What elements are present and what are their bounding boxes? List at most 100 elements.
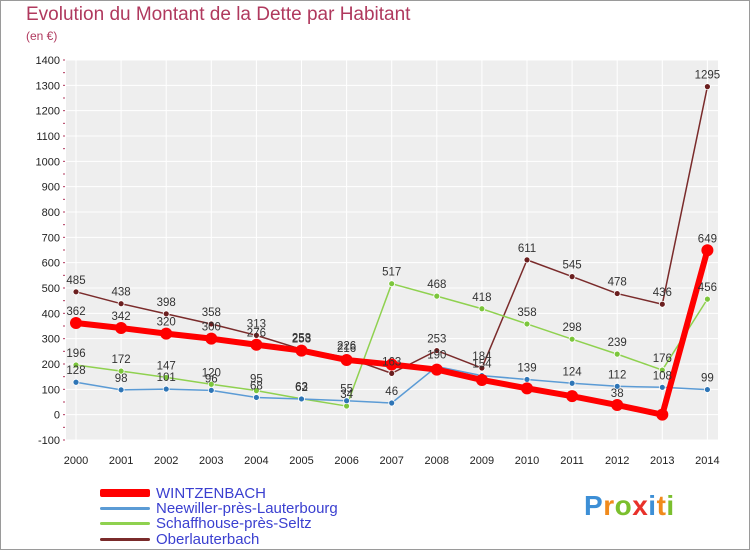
data-label: 112 (608, 369, 626, 381)
series-point-1 (613, 382, 621, 390)
series-point-3 (252, 331, 260, 339)
legend-swatch-schaffhouse (100, 521, 150, 525)
logo-letter: r (603, 490, 615, 521)
legend-item-oberlauterbach: Oberlauterbach (100, 531, 259, 548)
data-label: 362 (66, 306, 85, 318)
data-label: 34 (340, 389, 353, 401)
y-tick-label: 100 (42, 384, 60, 396)
data-label: 468 (427, 279, 446, 291)
series-point-2 (613, 350, 621, 358)
series-point-2 (478, 305, 486, 313)
y-tick-label: 1000 (36, 156, 60, 168)
data-label: 226 (337, 340, 356, 352)
x-tick-label: 2009 (470, 455, 494, 467)
x-tick-label: 2006 (334, 455, 358, 467)
data-label: 63 (295, 382, 308, 394)
data-label: 320 (157, 317, 176, 329)
series-point-3 (613, 290, 621, 297)
data-label: 398 (157, 297, 176, 309)
series-point-2 (704, 295, 711, 303)
data-label: 96 (205, 373, 218, 385)
data-label: 68 (250, 380, 263, 392)
series-point-1 (207, 386, 215, 394)
data-label: 313 (247, 318, 266, 330)
series-point-1 (298, 395, 305, 403)
x-tick-label: 2003 (199, 455, 223, 467)
y-tick-label: 1400 (36, 55, 60, 67)
series-point-2 (117, 367, 125, 375)
data-label: 190 (427, 350, 446, 362)
y-tick-label: 200 (42, 359, 60, 371)
data-label: 239 (608, 337, 627, 349)
y-tick-label: 500 (42, 283, 60, 295)
data-label: 216 (337, 343, 356, 355)
data-label: 101 (157, 372, 176, 384)
data-label: 46 (385, 386, 398, 398)
series-point-3 (433, 347, 441, 354)
data-label: 253 (427, 334, 446, 346)
x-tick-label: 2013 (650, 455, 674, 467)
series-point-1 (523, 376, 531, 383)
x-tick-label: 2014 (695, 455, 719, 467)
y-tick-label: 1100 (36, 131, 60, 143)
data-label: 147 (157, 360, 176, 372)
series-point-0 (295, 344, 308, 357)
series-point-0 (250, 338, 263, 351)
series-point-3 (162, 310, 170, 318)
data-label: 196 (66, 348, 85, 360)
series-point-0 (70, 316, 82, 329)
series-point-0 (656, 408, 669, 421)
legend-label-schaffhouse: Schaffhouse-près-Seltz (156, 514, 312, 532)
data-label: 485 (66, 275, 85, 287)
data-label: 55 (340, 384, 353, 396)
series-point-0 (430, 363, 443, 376)
data-label: 139 (517, 362, 536, 374)
data-label: 358 (517, 307, 536, 319)
x-tick-label: 2012 (605, 455, 629, 467)
series-point-2 (433, 292, 441, 300)
legend-item-neewiller: Neewiller-près-Lauterbourg (100, 500, 338, 517)
series-point-2 (523, 320, 531, 328)
x-tick-label: 2002 (154, 455, 178, 467)
series-point-3 (117, 300, 125, 308)
data-label: 253 (292, 334, 311, 346)
y-tick-label: 1200 (36, 106, 60, 118)
data-label: 154 (472, 359, 492, 371)
y-tick-label: 300 (42, 334, 60, 346)
y-tick-label: -100 (38, 435, 60, 447)
logo-letter: o (614, 490, 633, 521)
legend-item-schaffhouse: Schaffhouse-près-Seltz (100, 514, 312, 532)
chart-unit-label: (en €) (26, 29, 58, 43)
logo-letter: P (584, 490, 604, 521)
y-tick-label: 800 (42, 207, 60, 219)
x-tick-label: 2000 (64, 455, 88, 467)
series-point-1 (162, 385, 170, 393)
data-label: 478 (608, 277, 627, 289)
proxiti-logo: Proxiti (584, 490, 675, 522)
x-tick-label: 2011 (560, 455, 584, 467)
x-tick-label: 2005 (289, 455, 313, 467)
data-label: 456 (698, 282, 717, 294)
series-point-1 (343, 397, 351, 405)
y-tick-label: 0 (54, 410, 60, 422)
data-label: 418 (472, 292, 491, 304)
x-tick-label: 2001 (109, 455, 133, 467)
data-label: 108 (653, 370, 672, 382)
x-tick-label: 2004 (244, 455, 268, 467)
x-tick-label: 2007 (379, 455, 403, 467)
series-point-1 (568, 379, 576, 387)
data-label: 438 (112, 287, 131, 299)
y-tick-label: 1300 (36, 80, 60, 92)
series-point-0 (205, 332, 218, 345)
data-label: 99 (701, 373, 714, 385)
legend-item-wintzenbach: WINTZENBACH (100, 485, 266, 502)
data-label: 163 (382, 356, 401, 368)
series-point-0 (385, 358, 398, 371)
legend-swatch-wintzenbach (100, 489, 150, 497)
logo-letter: t (656, 490, 667, 521)
series-point-3 (207, 320, 215, 328)
data-label: 38 (611, 388, 624, 400)
series-point-3 (568, 273, 576, 281)
data-label: 176 (653, 353, 672, 365)
